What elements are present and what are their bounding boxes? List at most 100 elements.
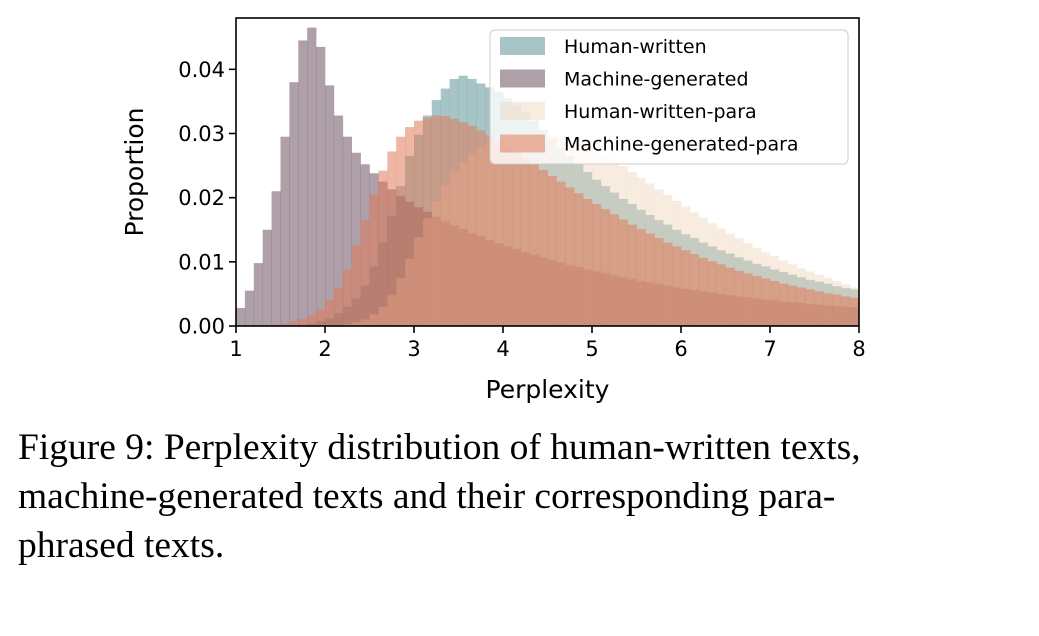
hist-bar [814,291,824,326]
x-tick-label: 2 [318,337,331,361]
hist-bar [520,157,530,326]
hist-bar [600,209,611,326]
hist-bar [289,82,299,326]
hist-bar [725,267,735,326]
hist-bar [511,152,522,326]
hist-bar [574,193,584,326]
hist-bar [494,140,504,326]
hist-bar [689,254,700,326]
hist-bar [351,245,361,326]
hist-bar [663,242,673,326]
hist-bar [627,224,637,326]
hist-bar [414,120,424,326]
hist-bar [850,297,860,326]
legend-swatch [500,134,545,153]
hist-bar [485,135,495,326]
hist-bar [787,285,797,326]
hist-bar [716,264,726,326]
hist-bar [449,118,459,327]
y-axis-label: Proportion [120,108,149,237]
hist-bar [316,46,326,326]
legend-swatch [500,37,545,55]
hist-bar [325,300,335,326]
y-axis: 0.00 0.01 0.02 0.03 0.04 [178,58,236,339]
figure: 1 2 3 4 5 6 7 8 0.00 0.01 0.02 0.03 0.04 Perplexity… [120,17,866,404]
hist-bar [298,40,308,327]
hist-bar [253,263,263,326]
hist-bar [734,270,744,326]
hist-bar [280,136,290,326]
hist-bar [307,27,317,327]
hist-bar [796,287,806,326]
hist-bar [770,281,780,326]
series-machine-generated-para [262,115,860,327]
hist-bar [342,269,352,326]
plot-frame [235,17,860,327]
hist-bar [841,296,851,326]
hist-bar [609,214,619,326]
hist-bar [236,308,246,326]
hist-bar [298,318,308,326]
hist-bar [244,290,255,326]
legend-label: Human-written [564,36,707,58]
y-tick-label: 0.00 [178,315,225,339]
x-tick-label: 3 [407,337,420,361]
hist-bar [503,146,513,326]
hist-bar [333,115,344,326]
y-tick-label: 0.04 [178,58,225,82]
hist-bar [618,219,628,326]
legend-swatch [500,102,545,120]
hist-bar [369,194,379,326]
legend-swatch [500,69,545,88]
caption-line-3: phrased texts. [18,525,225,566]
hist-bar [387,151,397,326]
x-axis: 1 2 3 4 5 6 7 8 [229,326,866,361]
hist-bar [752,275,762,326]
hist-bar [280,323,290,326]
hist-bar [778,283,789,326]
hist-bar [440,116,450,326]
hist-bar [378,170,388,326]
hist-bar [289,321,299,326]
hist-bar [672,246,682,326]
y-tick-label: 0.01 [178,250,225,274]
hist-bar [271,191,281,326]
caption-line-1: Figure 9: Perplexity distribution of hum… [18,427,861,468]
hist-bar [316,309,326,326]
hist-bar [823,293,833,326]
hist-bar [743,273,753,326]
x-tick-label: 7 [763,337,776,361]
hist-bar [351,152,361,326]
hist-bar [805,289,815,326]
hist-bar [636,229,646,326]
caption-line-2: machine-generated texts and their corres… [18,476,836,517]
hist-bar [476,130,486,326]
hist-bar [529,164,539,326]
x-tick-label: 1 [229,337,242,361]
perplexity-histogram: 1 2 3 4 5 6 7 8 0.00 0.01 0.02 0.03 0.04 Perplexity… [120,17,866,404]
y-tick-label: 0.02 [178,186,225,210]
legend-label: Machine-generated [564,69,749,91]
hist-bar [565,187,575,326]
legend-box [489,29,849,165]
hist-bar [422,117,433,327]
hist-bar [583,198,593,326]
hist-bar [707,261,717,326]
hist-bar [458,121,468,326]
x-axis-label: Perplexity [486,375,610,404]
y-tick-label: 0.03 [178,122,225,146]
x-tick-label: 5 [585,337,598,361]
legend-label: Human-written-para [564,101,757,123]
legend-label: Machine-generated-para [564,134,799,156]
x-tick-label: 4 [496,337,509,361]
hist-bar [681,250,691,326]
x-tick-label: 8 [852,337,865,361]
hist-bar [333,287,344,326]
hist-bar [832,294,842,326]
x-tick-label: 6 [674,337,687,361]
hist-bar [538,170,548,326]
hist-bar [325,85,335,327]
figure-caption: Figure 9: Perplexity distribution of hum… [18,423,1023,570]
hist-bar [645,233,655,326]
hist-bar [698,257,708,326]
